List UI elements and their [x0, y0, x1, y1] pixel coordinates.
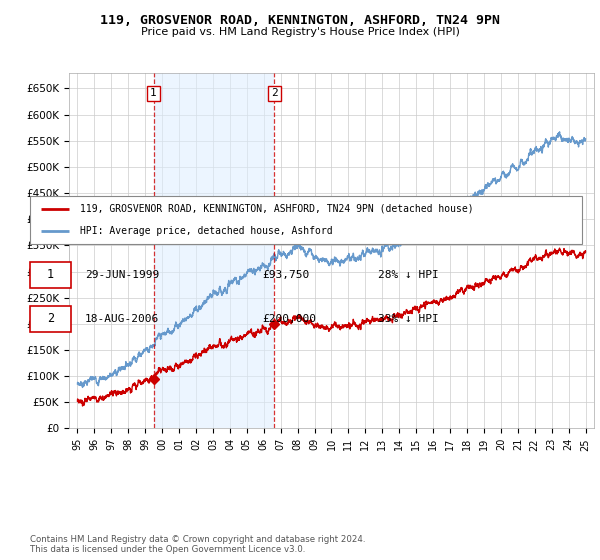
- Text: 33% ↓ HPI: 33% ↓ HPI: [378, 314, 439, 324]
- Text: 29-JUN-1999: 29-JUN-1999: [85, 269, 160, 279]
- Text: 2: 2: [271, 88, 278, 99]
- Text: £200,000: £200,000: [262, 314, 316, 324]
- Text: 2: 2: [47, 312, 54, 325]
- Text: 1: 1: [150, 88, 157, 99]
- Text: 119, GROSVENOR ROAD, KENNINGTON, ASHFORD, TN24 9PN (detached house): 119, GROSVENOR ROAD, KENNINGTON, ASHFORD…: [80, 204, 473, 214]
- Text: 1: 1: [47, 268, 54, 281]
- Text: 119, GROSVENOR ROAD, KENNINGTON, ASHFORD, TN24 9PN: 119, GROSVENOR ROAD, KENNINGTON, ASHFORD…: [100, 14, 500, 27]
- Text: Price paid vs. HM Land Registry's House Price Index (HPI): Price paid vs. HM Land Registry's House …: [140, 27, 460, 37]
- Text: £93,750: £93,750: [262, 269, 309, 279]
- Bar: [154, 73, 274, 428]
- Text: Contains HM Land Registry data © Crown copyright and database right 2024.
This d: Contains HM Land Registry data © Crown c…: [30, 535, 365, 554]
- Text: HPI: Average price, detached house, Ashford: HPI: Average price, detached house, Ashf…: [80, 226, 332, 236]
- Text: 28% ↓ HPI: 28% ↓ HPI: [378, 269, 439, 279]
- Bar: [30, 306, 71, 332]
- Text: 18-AUG-2006: 18-AUG-2006: [85, 314, 160, 324]
- Bar: [30, 262, 71, 288]
